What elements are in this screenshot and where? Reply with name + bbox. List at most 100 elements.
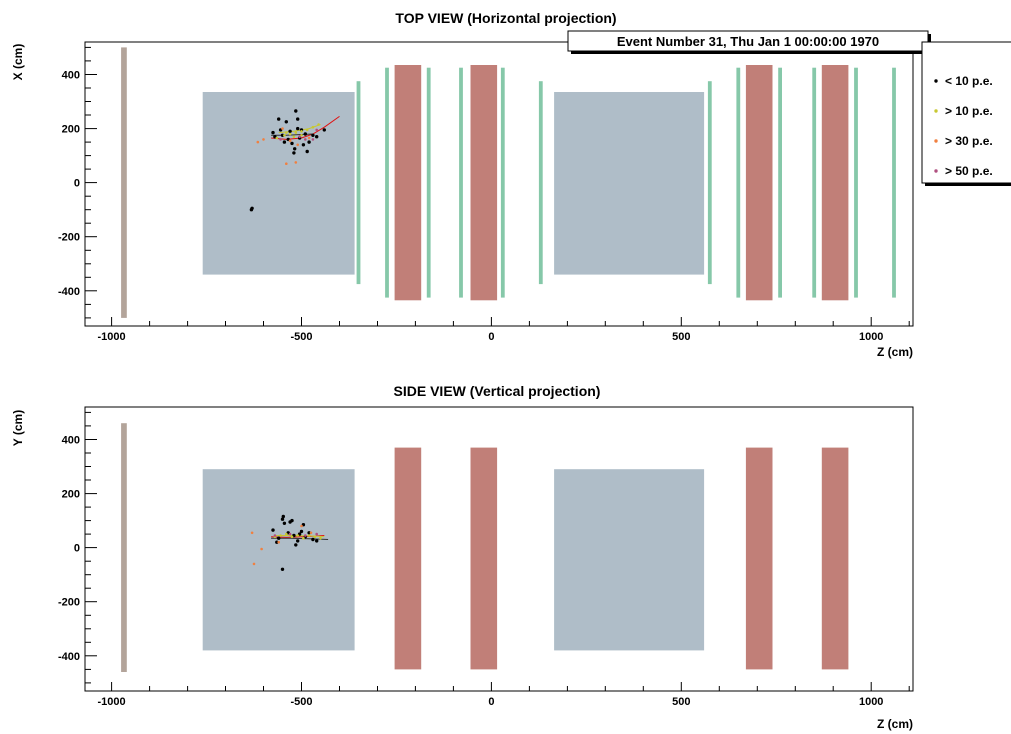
legend-entry-lt10: < 10 p.e.: [934, 74, 993, 88]
side-view-hit-gt50-38: [315, 532, 319, 536]
side-view-track-2: [274, 535, 325, 538]
side-view-hit-lt10-9: [294, 543, 298, 547]
top-view-hit-gt10-34: [292, 135, 296, 138]
top-view-hit-lt10-16: [305, 149, 309, 154]
event-number-text: Event Number 31, Thu Jan 1 00:00:00 1970: [617, 34, 879, 49]
top-view-track-1: [271, 133, 313, 136]
top-view-y-tick-label-4: 400: [62, 70, 80, 82]
side-view-hit-gt10-23: [290, 535, 294, 539]
side-view-x-tick-label-1: -500: [290, 696, 312, 708]
side-view-hit-lt10-4: [282, 521, 287, 525]
side-view-steel-0: [121, 423, 127, 672]
top-view-station-15: [778, 67, 782, 298]
top-view-hit-lt10-25: [249, 208, 254, 212]
legend-entry-gt30: > 30 p.e.: [934, 134, 993, 148]
side-view-magnet-6: [821, 447, 849, 670]
top-view-hit-lt10-20: [322, 128, 326, 132]
side-view-x-axis-label: Z (cm): [877, 717, 913, 731]
top-view-station-16: [812, 67, 817, 298]
top-view-hit-gt10-30: [300, 130, 303, 133]
top-view-magnet-3: [394, 65, 422, 301]
side-view-panel: -1000 -500 0 500 1000 -400 -200 0 200 400 SIDE VI…: [11, 383, 914, 731]
top-view-hit-gt10-29: [294, 131, 298, 134]
side-view-hit-gt30-32: [277, 540, 281, 544]
side-view-y-tick-label-1: -200: [58, 597, 80, 609]
top-view-panel: -1000 -500 0 500 1000 -400 -200 0 200 400 TOP VIE…: [11, 10, 914, 359]
top-view-steel-0: [121, 47, 127, 318]
top-view-station-11: [500, 67, 505, 298]
side-view-hit-lt10-18: [275, 540, 279, 544]
top-view-magnet-4: [470, 65, 498, 301]
side-view-x-tick-label-3: 500: [672, 696, 690, 708]
side-view-hit-lt10-7: [290, 518, 294, 523]
top-view-hit-gt10-33: [317, 123, 320, 126]
side-view-y-tick-label-0: -400: [58, 651, 80, 663]
top-view-station-14: [736, 67, 741, 298]
top-view-station-12: [538, 81, 543, 285]
side-view-hit-lt10-1: [277, 536, 281, 540]
top-view-title: TOP VIEW (Horizontal projection): [395, 10, 616, 26]
top-view-block-1: [202, 92, 355, 275]
event-number-box: Event Number 31, Thu Jan 1 00:00:00 1970: [567, 30, 931, 54]
side-view-hit-gt50-36: [288, 532, 292, 536]
side-view-hit-lt10-17: [280, 567, 285, 571]
side-view-magnet-5: [745, 447, 773, 670]
top-view-hit-lt10-15: [303, 132, 307, 136]
top-view-station-13: [707, 81, 712, 285]
top-view-x-tick-label-3: 500: [672, 331, 690, 343]
top-view-hit-lt10-7: [290, 141, 294, 146]
side-view-hit-lt10-14: [307, 531, 311, 535]
side-view-hit-gt10-21: [279, 534, 282, 537]
side-view-axis-ticks: -1000 -500 0 500 1000 -400 -200 0 200 400: [58, 411, 910, 708]
side-view-hit-lt10-11: [299, 529, 304, 534]
top-view-hit-gt10-35: [285, 131, 288, 134]
legend-marker-gt30: [934, 139, 938, 143]
top-view-hit-gt50-45: [279, 138, 282, 141]
side-view-hit-gt10-25: [302, 536, 305, 540]
top-view-hit-lt10-22: [282, 140, 287, 144]
top-view-x-tick-label-1: -500: [290, 331, 312, 343]
side-view-hit-lt10-0: [271, 528, 275, 532]
legend-marker-lt10: [934, 79, 938, 83]
top-view-hit-lt10-11: [296, 117, 300, 121]
side-view-detector: [121, 423, 849, 672]
top-view-hit-lt10-18: [311, 133, 315, 137]
top-view-hit-gt30-43: [288, 139, 292, 142]
top-view-hit-gt10-28: [288, 132, 292, 136]
top-view-hit-lt10-23: [296, 126, 300, 131]
top-view-hit-gt30-41: [281, 127, 284, 130]
side-view-y-tick-label-4: 400: [62, 435, 80, 447]
side-view-hit-gt50-35: [273, 534, 277, 537]
top-view-station-8: [385, 67, 389, 298]
legend-label-lt10: < 10 p.e.: [945, 74, 993, 88]
top-view-x-tick-label-0: -1000: [98, 331, 126, 343]
top-view-station-18: [892, 67, 896, 298]
side-view-block-2: [554, 469, 705, 651]
side-view-y-tick-label-3: 200: [62, 489, 80, 501]
top-view-hit-gt10-31: [305, 128, 309, 132]
top-view-magnet-5: [745, 65, 773, 301]
top-view-hit-lt10-19: [315, 135, 319, 139]
side-view-x-tick-label-0: -1000: [98, 696, 126, 708]
top-view-hit-lt10-8: [292, 151, 296, 155]
top-view-detector: [121, 47, 896, 318]
legend-entry-gt10: > 10 p.e.: [934, 104, 993, 118]
side-view-hit-lt10-16: [315, 539, 319, 543]
legend-label-gt50: > 50 p.e.: [945, 164, 993, 178]
top-view-hit-lt10-10: [294, 109, 298, 113]
legend-marker-gt50: [934, 169, 938, 173]
top-view-track-0: [271, 115, 340, 140]
top-view-station-17: [854, 67, 858, 298]
side-view-hit-gt10-22: [285, 532, 288, 536]
side-view-hit-lt10-3: [281, 514, 285, 519]
side-view-tracks: [271, 535, 329, 540]
top-view-block-2: [554, 92, 705, 275]
top-view-magnet-6: [821, 65, 849, 301]
legend: < 10 p.e. > 10 p.e. > 30 p.e. > 50 p.e.: [921, 41, 1011, 186]
top-view-hit-gt30-37: [256, 140, 260, 144]
top-view-hit-gt50-47: [311, 138, 315, 141]
top-view-x-tick-label-2: 0: [488, 331, 494, 343]
top-view-station-10: [459, 67, 463, 298]
top-view-hit-lt10-17: [307, 140, 311, 144]
